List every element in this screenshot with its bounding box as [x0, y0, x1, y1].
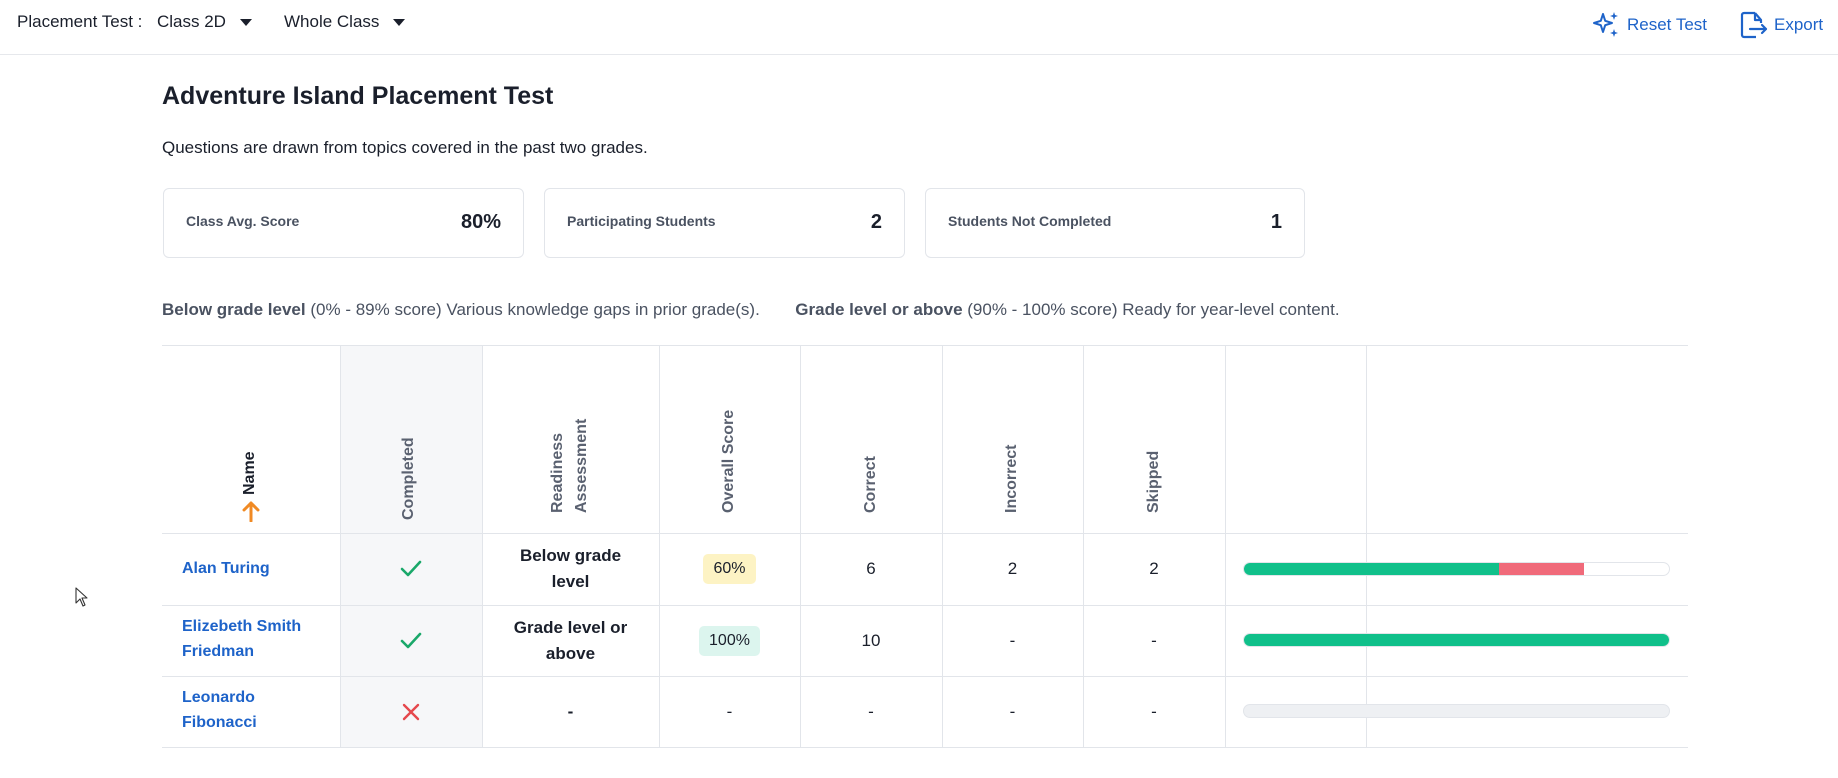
score-badge: 100%: [699, 625, 760, 656]
skipped-cell: -: [1151, 630, 1157, 650]
divider: [340, 345, 341, 747]
readiness-cell: Grade level or above: [513, 617, 628, 663]
correct-cell: 10: [861, 630, 881, 650]
divider: [1225, 345, 1226, 747]
completed-cell: [340, 533, 482, 605]
divider: [942, 345, 943, 747]
header-readiness-line1: Readiness: [549, 432, 566, 513]
mouse-cursor-icon: [75, 587, 88, 607]
reset-test-button[interactable]: Reset Test: [1591, 10, 1707, 40]
header-correct-label: Correct: [862, 456, 879, 513]
arrow-up-icon: [242, 501, 260, 522]
divider: [162, 676, 1688, 677]
legend-below-title: Below grade level: [162, 300, 306, 319]
check-icon: [400, 560, 422, 577]
incorrect-cell: -: [1009, 701, 1016, 721]
header-readiness[interactable]: Readiness Assessment: [482, 345, 659, 533]
score-cell: -: [726, 701, 733, 721]
legend-below-text: (0% - 89% score) Various knowledge gaps …: [310, 300, 760, 319]
student-name-link[interactable]: Alan Turing: [182, 560, 270, 577]
header-readiness-line2: Assessment: [573, 418, 590, 513]
score-legend: Below grade level (0% - 89% score) Vario…: [162, 300, 1340, 320]
x-icon: [402, 703, 420, 720]
stat-value: 80%: [460, 211, 501, 233]
skipped-cell: -: [1151, 701, 1157, 721]
header-overall-score-label: Overall Score: [720, 409, 737, 513]
header-incorrect-label: Incorrect: [1003, 444, 1020, 513]
stat-card-class-avg: Class Avg. Score 80%: [163, 188, 524, 258]
header-skipped[interactable]: Skipped: [1083, 345, 1225, 533]
export-label: Export: [1774, 15, 1824, 34]
stat-label: Students Not Completed: [948, 213, 1112, 229]
readiness-cell: -: [567, 701, 574, 721]
header-name[interactable]: Name: [162, 345, 340, 533]
completed-cell: [340, 676, 482, 747]
progress-incorrect-segment: [1499, 563, 1584, 575]
completed-cell: [340, 605, 482, 676]
header-completed[interactable]: Completed: [340, 345, 482, 533]
divider: [162, 533, 1688, 534]
header-overall-score[interactable]: Overall Score: [659, 345, 800, 533]
export-icon: [1740, 11, 1768, 39]
readiness-cell: Below grade level: [519, 546, 622, 591]
caret-down-icon: [239, 18, 252, 26]
caret-down-icon: [393, 18, 406, 26]
header-incorrect[interactable]: Incorrect: [942, 345, 1083, 533]
class-dropdown[interactable]: Class 2D: [157, 12, 252, 32]
header-completed-label: Completed: [400, 437, 417, 520]
stat-card-not-completed: Students Not Completed 1: [925, 188, 1305, 258]
top-bar: Placement Test : Class 2D Whole Class Re…: [0, 0, 1838, 55]
correct-cell: 6: [866, 559, 876, 578]
page-title: Adventure Island Placement Test: [162, 82, 554, 110]
divider: [1366, 345, 1367, 747]
score-badge: 60%: [703, 554, 756, 584]
sparkle-icon: [1593, 12, 1618, 37]
group-dropdown[interactable]: Whole Class: [284, 12, 406, 32]
header-skipped-label: Skipped: [1145, 450, 1162, 513]
stat-label: Class Avg. Score: [186, 213, 300, 229]
divider: [659, 345, 660, 747]
correct-cell: -: [868, 701, 874, 721]
divider: [162, 345, 1688, 346]
reset-test-label: Reset Test: [1627, 15, 1708, 34]
check-icon: [400, 632, 422, 648]
class-dropdown-value: Class 2D: [157, 12, 226, 31]
score-cell: 60%: [659, 533, 800, 605]
progress-correct-segment: [1244, 563, 1499, 575]
student-name-link[interactable]: Elizebeth Smith Friedman: [182, 618, 302, 660]
completed-column-shade: [340, 345, 482, 747]
divider: [800, 345, 801, 747]
header-name-label: Name: [241, 451, 258, 495]
progress-bar: [1243, 562, 1670, 576]
progress-bar: [1243, 704, 1670, 718]
progress-bar: [1243, 633, 1670, 647]
stat-label: Participating Students: [567, 213, 716, 229]
score-cell: 100%: [659, 605, 800, 676]
legend-above-text: (90% - 100% score) Ready for year-level …: [967, 300, 1340, 319]
stat-value: 2: [870, 211, 882, 233]
stat-card-participating: Participating Students 2: [544, 188, 905, 258]
group-dropdown-value: Whole Class: [284, 12, 380, 31]
skipped-cell: 2: [1149, 559, 1159, 578]
incorrect-cell: -: [1009, 630, 1016, 650]
progress-correct-segment: [1244, 634, 1669, 646]
divider: [162, 747, 1688, 748]
incorrect-cell: 2: [1007, 559, 1018, 578]
export-button[interactable]: Export: [1738, 10, 1823, 40]
header-correct[interactable]: Correct: [800, 345, 942, 533]
divider: [162, 605, 1688, 606]
student-name-link[interactable]: Leonardo Fibonacci: [182, 689, 257, 731]
placement-test-label: Placement Test :: [17, 12, 143, 31]
divider: [482, 345, 483, 747]
stat-value: 1: [1270, 211, 1282, 233]
legend-above-title: Grade level or above: [795, 300, 963, 319]
divider: [1083, 345, 1084, 747]
page-subtitle: Questions are drawn from topics covered …: [162, 138, 648, 157]
